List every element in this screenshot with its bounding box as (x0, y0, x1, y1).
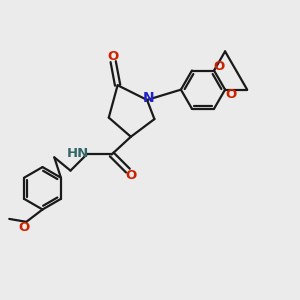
Text: O: O (214, 60, 225, 73)
Text: O: O (126, 169, 137, 182)
Text: O: O (108, 50, 119, 63)
Text: HN: HN (67, 147, 89, 160)
Text: N: N (142, 92, 154, 106)
Text: O: O (19, 221, 30, 234)
Text: O: O (225, 88, 237, 100)
